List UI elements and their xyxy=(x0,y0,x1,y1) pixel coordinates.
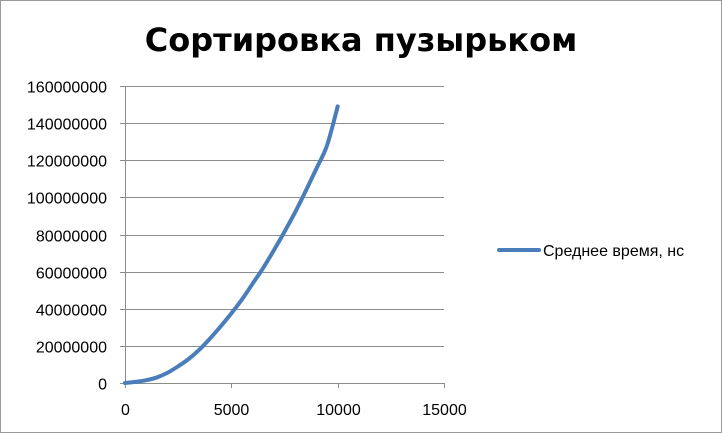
axes xyxy=(120,86,445,388)
legend-label: Среднее время, нс xyxy=(543,243,684,260)
chart-title: Сортировка пузырьком xyxy=(145,21,577,59)
gridlines xyxy=(125,86,444,347)
y-tick-label: 160000000 xyxy=(27,80,107,97)
y-tick-label: 80000000 xyxy=(36,229,107,246)
y-tick-label: 40000000 xyxy=(36,303,107,320)
y-tick-label: 120000000 xyxy=(27,154,107,171)
x-axis-tick-labels: 0 5000 10000 15000 xyxy=(121,402,467,419)
x-tick-label: 0 xyxy=(121,402,130,419)
series-line xyxy=(123,104,340,385)
y-axis-tick-labels: 0 20000000 40000000 60000000 80000000 1000000… xyxy=(27,80,107,394)
y-tick-label: 140000000 xyxy=(27,117,107,134)
y-tick-label: 20000000 xyxy=(36,340,107,357)
x-tick-label: 5000 xyxy=(214,402,250,419)
x-tick-label: 10000 xyxy=(316,402,361,419)
y-tick-label: 100000000 xyxy=(27,191,107,208)
y-tick-label: 0 xyxy=(98,377,107,394)
y-tick-label: 60000000 xyxy=(36,266,107,283)
legend: Среднее время, нс xyxy=(497,243,684,260)
x-tick-label: 15000 xyxy=(422,402,467,419)
series-layer xyxy=(123,104,340,385)
